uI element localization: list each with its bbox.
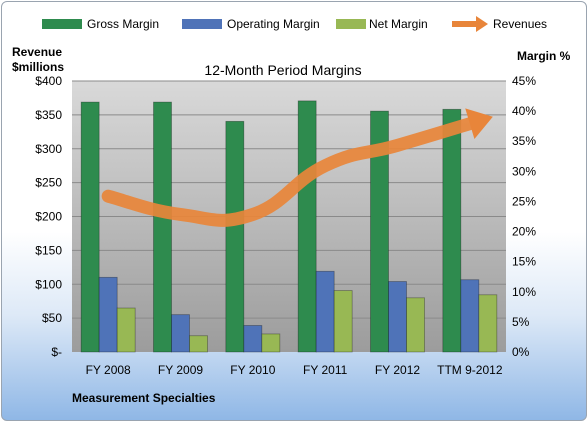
legend-label-operating-margin: Operating Margin: [227, 17, 320, 31]
legend-label-gross-margin: Gross Margin: [87, 17, 159, 31]
footer-label: Measurement Specialties: [72, 391, 216, 405]
x-tick-label: FY 2012: [375, 363, 420, 377]
y-left-tick-label: $-: [51, 345, 62, 359]
revenue-line-arrowhead: [465, 108, 493, 140]
bars: [80, 100, 498, 353]
y-left-tick-label: $150: [35, 243, 62, 257]
net-margin-bar: [189, 335, 208, 353]
gross-margin-bar: [153, 101, 172, 353]
y-right-tick-label: 20%: [512, 225, 536, 239]
y-left-tick-label: $400: [35, 74, 62, 88]
revenue-line-path: [101, 117, 477, 227]
x-tick-labels: FY 2008 FY 2009 FY 2010 FY 2011 FY 2012 TTM 9…: [86, 363, 503, 377]
gross-margin-bar: [442, 108, 462, 353]
gridlines: [72, 80, 506, 319]
net-margin-bar: [478, 294, 498, 353]
x-tick-label: FY 2010: [230, 363, 275, 377]
y-right-tick-label: 30%: [512, 164, 536, 178]
y-left-axis-title-line1: Revenue: [12, 45, 62, 59]
y-right-tick-labels: 0% 5% 10% 15% 20% 25% 30% 35% 40% 45%: [512, 74, 536, 359]
gross-margin-bar: [80, 101, 100, 353]
operating-margin-bar: [388, 281, 407, 353]
legend-swatch-operating-margin: [182, 19, 222, 29]
y-left-axis-title-line2: $millions: [12, 60, 64, 74]
legend-label-revenues: Revenues: [493, 17, 547, 31]
y-right-tick-label: 40%: [512, 104, 536, 118]
y-right-tick-label: 0%: [512, 345, 530, 359]
net-margin-bar: [333, 290, 353, 353]
chart-title: 12-Month Period Margins: [204, 62, 361, 78]
y-right-tick-label: 5%: [512, 315, 530, 329]
y-left-tick-label: $250: [35, 176, 62, 190]
y-right-tick-label: 10%: [512, 285, 536, 299]
legend-label-net-margin: Net Margin: [369, 17, 428, 31]
x-tick-label: TTM 9-2012: [437, 363, 503, 377]
operating-margin-bar: [460, 279, 480, 353]
y-right-tick-label: 25%: [512, 194, 536, 208]
net-margin-bar: [406, 297, 425, 353]
legend-swatch-net-margin: [336, 19, 366, 29]
gross-margin-bar: [297, 100, 317, 353]
y-right-tick-label: 45%: [512, 74, 536, 88]
y-right-tick-label: 35%: [512, 134, 536, 148]
net-margin-bar: [261, 333, 281, 353]
y-left-tick-labels: $- $50 $100 $150 $200 $250 $300 $350 $400: [35, 74, 62, 359]
x-tick-label: FY 2009: [158, 363, 203, 377]
legend-swatch-gross-margin: [42, 19, 82, 29]
y-right-axis-title: Margin %: [517, 49, 571, 63]
operating-margin-bar: [171, 314, 190, 353]
gross-margin-bar: [225, 120, 245, 353]
gross-margin-bar: [370, 110, 389, 353]
revenue-line: [101, 108, 493, 227]
x-tick-label: FY 2011: [303, 363, 348, 377]
operating-margin-bar: [315, 270, 335, 353]
y-left-tick-label: $300: [35, 142, 62, 156]
y-left-tick-label: $100: [35, 277, 62, 291]
operating-margin-bar: [98, 276, 118, 353]
legend: Gross Margin Operating Margin Net Margin…: [42, 16, 547, 32]
y-left-tick-label: $350: [35, 108, 62, 122]
y-left-tick-label: $50: [42, 311, 62, 325]
net-margin-bar: [116, 307, 136, 353]
operating-margin-bar: [243, 325, 263, 353]
y-right-tick-label: 15%: [512, 255, 536, 269]
legend-swatch-revenues: [452, 16, 488, 32]
x-tick-label: FY 2008: [86, 363, 131, 377]
y-left-tick-label: $200: [35, 210, 62, 224]
